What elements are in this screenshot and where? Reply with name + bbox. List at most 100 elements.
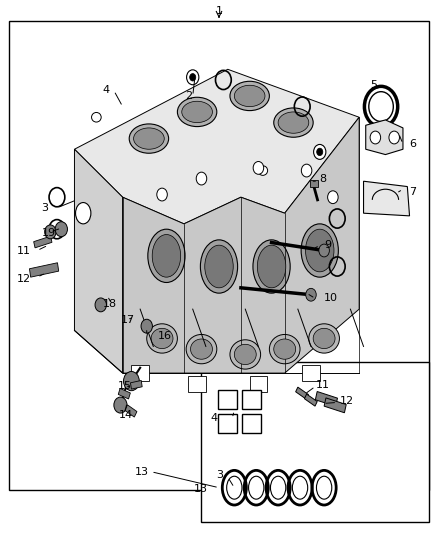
Circle shape bbox=[314, 144, 326, 159]
Ellipse shape bbox=[253, 240, 290, 293]
Ellipse shape bbox=[293, 477, 308, 499]
Bar bbox=[250, 376, 267, 392]
Ellipse shape bbox=[313, 328, 335, 349]
Ellipse shape bbox=[257, 245, 286, 288]
Ellipse shape bbox=[274, 339, 296, 359]
Bar bbox=[218, 414, 237, 433]
Text: 13: 13 bbox=[135, 467, 149, 477]
Bar bbox=[302, 365, 320, 381]
Ellipse shape bbox=[269, 335, 300, 364]
Ellipse shape bbox=[200, 240, 237, 293]
Bar bbox=[118, 389, 131, 399]
Ellipse shape bbox=[234, 85, 265, 107]
Ellipse shape bbox=[75, 203, 91, 224]
Ellipse shape bbox=[316, 477, 332, 499]
Text: 3: 3 bbox=[216, 471, 223, 480]
Text: 4: 4 bbox=[102, 85, 110, 94]
Circle shape bbox=[317, 148, 323, 156]
Text: 3: 3 bbox=[41, 203, 48, 213]
Polygon shape bbox=[123, 117, 359, 373]
Text: 4: 4 bbox=[210, 414, 217, 423]
Text: 6: 6 bbox=[410, 139, 417, 149]
Ellipse shape bbox=[230, 340, 261, 369]
Text: 1: 1 bbox=[215, 6, 223, 15]
Bar bbox=[315, 392, 338, 406]
Circle shape bbox=[370, 131, 381, 144]
Bar bbox=[188, 376, 206, 392]
Text: 13: 13 bbox=[194, 484, 208, 494]
Ellipse shape bbox=[92, 112, 101, 122]
Bar bbox=[34, 236, 52, 248]
Text: 17: 17 bbox=[120, 315, 134, 325]
Circle shape bbox=[196, 172, 207, 185]
Text: 19: 19 bbox=[42, 229, 56, 238]
Bar bbox=[218, 390, 237, 409]
Text: 11: 11 bbox=[315, 380, 329, 390]
Ellipse shape bbox=[182, 101, 212, 123]
Text: 12: 12 bbox=[339, 396, 353, 406]
Polygon shape bbox=[366, 120, 403, 155]
Ellipse shape bbox=[305, 229, 334, 272]
Bar bbox=[242, 390, 261, 409]
Bar bbox=[242, 414, 261, 433]
Text: 2: 2 bbox=[186, 91, 193, 101]
Bar bbox=[131, 381, 142, 389]
Text: 10: 10 bbox=[324, 294, 338, 303]
Ellipse shape bbox=[129, 124, 169, 154]
Ellipse shape bbox=[227, 477, 242, 499]
Circle shape bbox=[95, 298, 106, 312]
Circle shape bbox=[306, 288, 316, 301]
Polygon shape bbox=[74, 69, 359, 224]
Ellipse shape bbox=[151, 328, 173, 349]
Ellipse shape bbox=[191, 339, 212, 359]
Circle shape bbox=[141, 319, 152, 333]
Bar bbox=[310, 180, 318, 187]
Polygon shape bbox=[364, 181, 410, 216]
Text: 18: 18 bbox=[103, 299, 117, 309]
Ellipse shape bbox=[278, 112, 309, 133]
Circle shape bbox=[319, 244, 329, 257]
Circle shape bbox=[114, 397, 127, 413]
Text: 7: 7 bbox=[410, 187, 417, 197]
Ellipse shape bbox=[270, 477, 286, 499]
Bar bbox=[125, 405, 137, 417]
Polygon shape bbox=[74, 149, 123, 373]
Text: 14: 14 bbox=[119, 410, 133, 419]
Bar bbox=[9, 21, 429, 490]
Ellipse shape bbox=[274, 108, 313, 137]
Circle shape bbox=[253, 161, 264, 174]
Bar bbox=[324, 398, 346, 413]
Bar bbox=[29, 263, 59, 277]
Circle shape bbox=[45, 225, 56, 239]
Text: 9: 9 bbox=[324, 240, 331, 250]
Ellipse shape bbox=[301, 224, 338, 277]
Bar bbox=[296, 387, 308, 399]
Text: 15: 15 bbox=[117, 382, 131, 391]
Ellipse shape bbox=[230, 81, 269, 111]
Circle shape bbox=[124, 372, 139, 391]
Bar bbox=[201, 362, 429, 522]
Text: 8: 8 bbox=[320, 174, 327, 183]
Text: 5: 5 bbox=[370, 80, 377, 90]
Circle shape bbox=[157, 188, 167, 201]
Circle shape bbox=[190, 74, 196, 81]
Circle shape bbox=[301, 164, 312, 177]
Circle shape bbox=[187, 70, 199, 85]
Ellipse shape bbox=[234, 344, 256, 365]
Bar bbox=[304, 394, 317, 406]
Ellipse shape bbox=[248, 477, 264, 499]
Ellipse shape bbox=[258, 166, 268, 175]
Text: 11: 11 bbox=[17, 246, 31, 255]
Ellipse shape bbox=[205, 245, 233, 288]
Ellipse shape bbox=[309, 324, 339, 353]
Bar bbox=[131, 365, 149, 381]
Circle shape bbox=[389, 131, 399, 144]
Ellipse shape bbox=[147, 324, 177, 353]
Ellipse shape bbox=[152, 235, 180, 277]
Ellipse shape bbox=[148, 229, 185, 282]
Circle shape bbox=[328, 191, 338, 204]
Ellipse shape bbox=[134, 128, 164, 149]
Circle shape bbox=[55, 222, 67, 237]
Ellipse shape bbox=[177, 97, 217, 127]
Ellipse shape bbox=[186, 335, 217, 364]
